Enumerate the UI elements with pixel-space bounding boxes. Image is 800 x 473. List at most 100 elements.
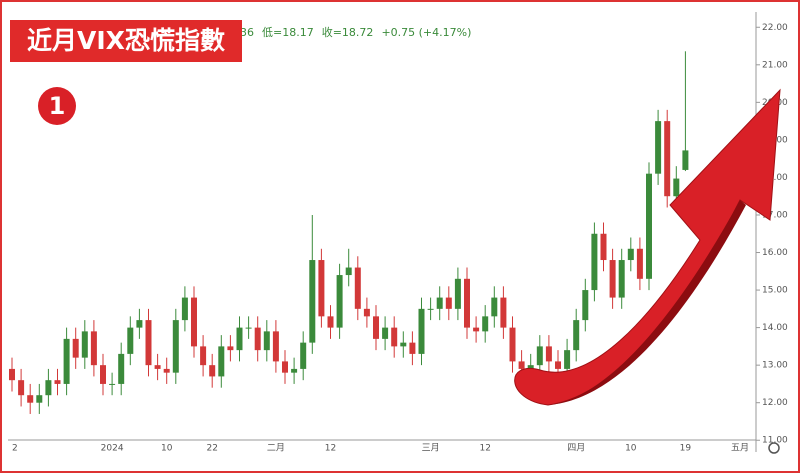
y-tick-label: 13.00 (762, 361, 788, 371)
settings-icon[interactable] (768, 442, 780, 454)
candle-body (609, 260, 616, 298)
candle-body (600, 233, 607, 261)
candle-body (227, 346, 234, 351)
header-text: 36 (240, 26, 254, 39)
candle-body (673, 178, 680, 197)
candle-body (336, 275, 343, 328)
y-tick-label: 14.00 (762, 323, 788, 333)
badge-number: 1 (49, 92, 66, 120)
candle-body (172, 320, 179, 373)
candle-body (100, 365, 106, 384)
candle-body (245, 327, 252, 329)
candle-body (291, 368, 298, 373)
candle-body (454, 278, 461, 309)
y-tick-label: 12.00 (762, 398, 788, 408)
title-badge (10, 20, 242, 62)
candle-body (427, 308, 434, 310)
candle-body (145, 320, 152, 366)
x-tick-label: 2 (12, 444, 18, 454)
candle-body (527, 365, 534, 369)
y-tick-label: 11.00 (762, 436, 788, 446)
candle-body (646, 173, 652, 279)
x-tick-label: 2024 (101, 444, 124, 454)
candle-body (309, 260, 316, 343)
candle-body (555, 361, 561, 369)
x-tick-label: 二月 (267, 443, 285, 454)
candle-body (491, 297, 498, 317)
candle-body (618, 260, 625, 298)
candle-body (500, 297, 507, 328)
candle-body (118, 353, 125, 384)
candle-body (682, 150, 689, 170)
candle-body (509, 327, 516, 362)
candle-body (655, 121, 662, 174)
candle-body (254, 327, 261, 351)
candle-body (545, 346, 552, 362)
candle-body (218, 346, 225, 377)
candle-body (400, 342, 407, 347)
chart-title: 近月VIX恐慌指數 (27, 26, 225, 55)
candle-body (573, 320, 580, 351)
candle-body (436, 297, 443, 309)
x-tick-label: 五月 (731, 443, 749, 454)
candle-body (409, 342, 416, 354)
candle-body (445, 297, 452, 309)
header-text: +0.75 (+4.17%) (381, 26, 471, 39)
candle-body (300, 342, 307, 369)
candle-body (163, 368, 170, 373)
x-tick-label: 22 (206, 444, 217, 454)
y-tick-label: 15.00 (762, 286, 788, 296)
x-tick-label: 10 (625, 444, 637, 454)
candle-body (591, 233, 598, 291)
y-tick-label: 18.00 (762, 173, 788, 183)
header-text: 收=18.72 (322, 25, 374, 39)
candle-body (582, 290, 589, 321)
header-text: 低=18.17 (262, 26, 314, 39)
candle-body (181, 297, 188, 321)
candle-body (109, 383, 116, 385)
candle-body (627, 248, 634, 261)
y-tick-label: 16.00 (762, 248, 788, 258)
number-badge (38, 87, 76, 125)
candle-body (464, 278, 470, 328)
x-tick-label: 10 (161, 444, 173, 454)
x-tick-label: 19 (680, 444, 692, 454)
candle-body (282, 361, 288, 373)
x-tick-label: 三月 (422, 443, 440, 454)
candle-body (272, 331, 279, 362)
candle-body (263, 331, 270, 351)
candle-body (418, 308, 425, 354)
candle-body (154, 365, 161, 369)
candle-body (9, 368, 15, 381)
candle-body (354, 267, 361, 309)
candle-body (391, 327, 398, 347)
x-tick-label: 四月 (567, 443, 585, 454)
candle-body (191, 297, 197, 347)
ohlc-header: 36 低=18.17 收=18.72 +0.75 (+4.17%) (240, 25, 471, 39)
y-tick-label: 17.00 (762, 210, 788, 220)
candle-body (45, 380, 52, 396)
candle-body (127, 327, 134, 354)
candle-body (382, 327, 389, 339)
x-tick-label: 12 (325, 444, 336, 454)
candle-body (482, 316, 489, 332)
y-tick-label: 21.00 (762, 60, 788, 70)
candle-body (518, 361, 525, 369)
candle-body (236, 327, 243, 351)
candle-body (363, 308, 370, 317)
candle-body (318, 260, 325, 317)
candle-body (209, 365, 216, 377)
candle-body (345, 267, 352, 276)
candle-body (72, 338, 79, 358)
candle-body (27, 395, 34, 403)
candle-body (636, 248, 643, 279)
candle-body (81, 331, 88, 358)
candle-body (136, 320, 143, 328)
candle-body (327, 316, 334, 328)
candle-body (63, 338, 70, 384)
candle-body (536, 346, 543, 366)
candle-body (564, 350, 571, 369)
